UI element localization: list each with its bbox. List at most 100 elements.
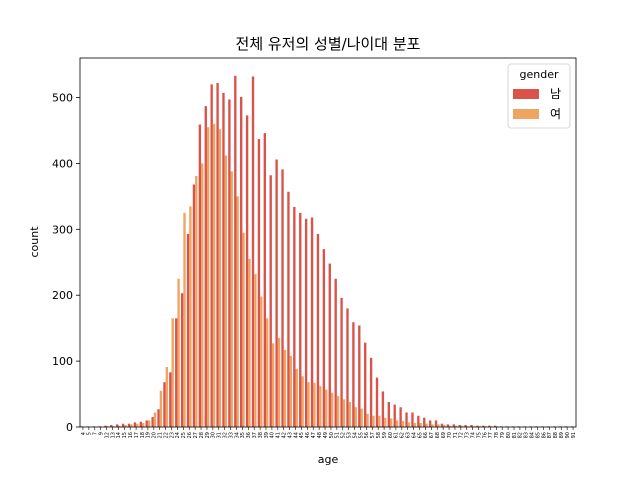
- bar-male-age-21: [157, 409, 160, 427]
- bar-male-age-60: [387, 401, 390, 427]
- bar-female-age-35: [242, 232, 245, 427]
- bar-male-age-65: [417, 415, 420, 427]
- bar-female-age-43: [289, 355, 292, 427]
- x-tick-label: 65: [417, 432, 423, 438]
- bar-male-age-43: [287, 191, 290, 427]
- x-tick-label: 84: [530, 432, 536, 438]
- x-tick-label: 64: [411, 432, 417, 438]
- x-tick-label: 79: [500, 432, 506, 438]
- bar-female-age-46: [307, 382, 310, 427]
- bar-female-age-39: [266, 318, 269, 427]
- bar-male-age-49: [322, 249, 326, 427]
- bar-female-age-28: [201, 163, 204, 427]
- bar-male-age-46: [304, 218, 308, 427]
- bar-female-age-68: [437, 424, 440, 427]
- x-tick-label: 73: [465, 432, 471, 438]
- x-tick-label: 38: [258, 432, 264, 438]
- bar-female-age-33: [230, 171, 233, 427]
- bar-male-age-48: [316, 233, 320, 427]
- bar-male-age-41: [275, 159, 278, 428]
- bar-male-age-26: [186, 233, 190, 427]
- bar-male-age-51: [334, 278, 337, 427]
- x-tick-label: 50: [329, 432, 335, 438]
- y-axis-ticks: 0 100 200 300 400 500: [52, 92, 80, 434]
- bar-female-age-67: [431, 424, 434, 427]
- bar-male-age-17: [133, 422, 137, 427]
- x-tick-label: 69: [441, 432, 447, 438]
- x-tick-label: 71: [453, 432, 459, 438]
- y-tick-label: 300: [52, 223, 73, 236]
- bar-male-age-23: [169, 372, 172, 427]
- bar-male-age-12: [104, 425, 107, 427]
- bar-female-age-18: [142, 423, 145, 427]
- x-tick-label: 9: [98, 432, 104, 435]
- x-tick-label: 35: [240, 432, 246, 438]
- bar-female-age-45: [301, 376, 304, 427]
- bar-male-age-27: [192, 184, 196, 427]
- x-tick-label: 30: [211, 432, 217, 438]
- bar-male-age-73: [464, 425, 467, 427]
- bar-male-age-50: [328, 263, 331, 427]
- bar-female-age-25: [183, 212, 186, 427]
- bar-female-age-62: [401, 421, 405, 427]
- x-tick-label: 43: [287, 432, 293, 438]
- x-tick-label: 51: [335, 432, 341, 438]
- bar-female-age-20: [153, 412, 157, 427]
- bar-male-age-29: [204, 106, 207, 427]
- bar-female-age-27: [195, 175, 198, 427]
- bar-male-age-78: [493, 425, 497, 427]
- bar-male-age-52: [340, 297, 343, 427]
- x-tick-label: 47: [311, 432, 317, 438]
- x-tick-label: 15: [122, 432, 128, 438]
- bar-male-age-54: [352, 322, 355, 427]
- bar-female-age-56: [366, 413, 369, 427]
- x-tick-label: 4: [81, 432, 87, 435]
- x-tick-label: 42: [282, 432, 288, 438]
- x-tick-label: 48: [317, 432, 323, 438]
- bar-female-age-66: [425, 423, 428, 427]
- bar-female-age-70: [449, 425, 452, 427]
- x-tick-label: 75: [476, 432, 482, 438]
- bar-female-age-38: [260, 296, 263, 427]
- bar-female-age-44: [295, 369, 298, 427]
- bar-male-age-47: [310, 217, 314, 427]
- x-tick-label: 72: [459, 432, 465, 438]
- x-tick-label: 56: [364, 432, 370, 438]
- bar-female-age-29: [206, 127, 210, 427]
- x-tick-label: 40: [270, 432, 276, 438]
- x-tick-label: 66: [423, 432, 429, 438]
- x-tick-label: 89: [559, 432, 565, 438]
- bar-male-age-58: [375, 377, 379, 427]
- bar-male-age-70: [446, 424, 450, 427]
- x-tick-label: 58: [376, 432, 382, 438]
- x-tick-label: 49: [323, 432, 329, 438]
- bar-female-age-52: [342, 399, 346, 427]
- bar-female-age-42: [283, 349, 287, 427]
- x-tick-label: 23: [169, 432, 175, 438]
- bar-male-age-31: [216, 83, 219, 427]
- bar-male-age-57: [369, 357, 373, 427]
- x-tick-label: 31: [217, 432, 223, 438]
- bar-female-age-26: [189, 206, 192, 427]
- x-tick-label: 80: [506, 432, 512, 438]
- bar-female-age-15: [124, 425, 127, 427]
- bar-female-age-37: [254, 274, 257, 427]
- bar-male-age-71: [452, 424, 455, 427]
- bar-female-age-72: [460, 425, 464, 427]
- x-tick-label: 20: [152, 432, 158, 438]
- bar-female-age-65: [419, 423, 422, 427]
- x-tick-label: 59: [382, 432, 388, 438]
- x-tick-label: 37: [252, 432, 258, 438]
- x-tick-label: 26: [187, 432, 193, 438]
- bar-female-age-69: [443, 425, 446, 427]
- x-tick-label: 14: [116, 432, 122, 438]
- bar-male-age-16: [127, 423, 131, 427]
- bar-female-age-71: [454, 425, 458, 427]
- x-axis-label: age: [318, 453, 339, 466]
- bar-male-age-25: [180, 293, 184, 427]
- bar-female-age-14: [118, 425, 121, 427]
- x-tick-label: 24: [175, 432, 181, 438]
- bar-female-age-41: [277, 338, 281, 427]
- x-tick-label: 53: [346, 432, 352, 438]
